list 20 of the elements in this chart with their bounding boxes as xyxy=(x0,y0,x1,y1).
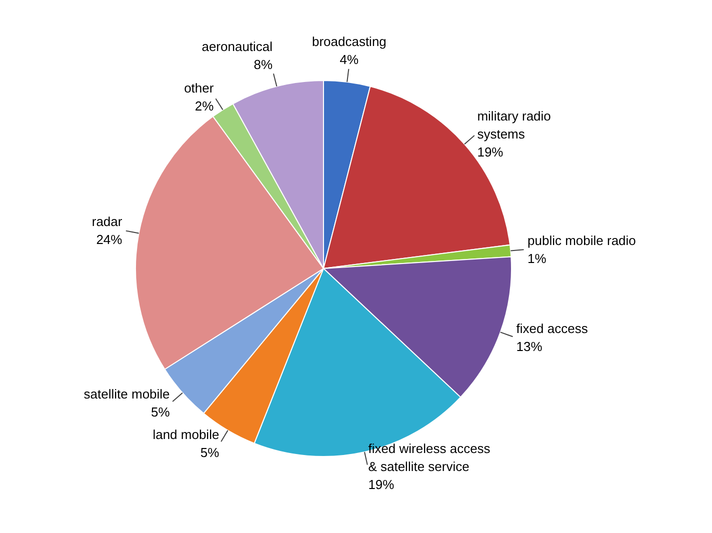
data-label: 1% xyxy=(528,250,547,266)
slice-label: fixed access xyxy=(516,320,588,336)
data-label: 8% xyxy=(254,56,273,72)
data-label: 2% xyxy=(194,98,214,114)
slice-label: land mobile xyxy=(152,426,220,442)
slice-label: fixed wireless access & satellite service xyxy=(368,441,491,474)
data-label: 5% xyxy=(151,404,170,420)
data-label: 4% xyxy=(340,52,360,68)
data-label: 19% xyxy=(477,144,504,160)
slice-label: military radio systems xyxy=(477,108,551,142)
data-label: 24% xyxy=(96,232,123,247)
slice-label: other xyxy=(184,80,214,96)
slice-label: public mobile radio xyxy=(528,232,636,248)
slice-label: broadcasting xyxy=(312,34,386,50)
slice-label: radar xyxy=(92,214,123,229)
slice-label: aeronautical xyxy=(202,38,273,54)
data-label: 5% xyxy=(200,444,220,460)
data-label: 19% xyxy=(368,477,395,492)
data-label: 13% xyxy=(516,338,543,354)
slice-label: satellite mobile xyxy=(84,386,170,402)
